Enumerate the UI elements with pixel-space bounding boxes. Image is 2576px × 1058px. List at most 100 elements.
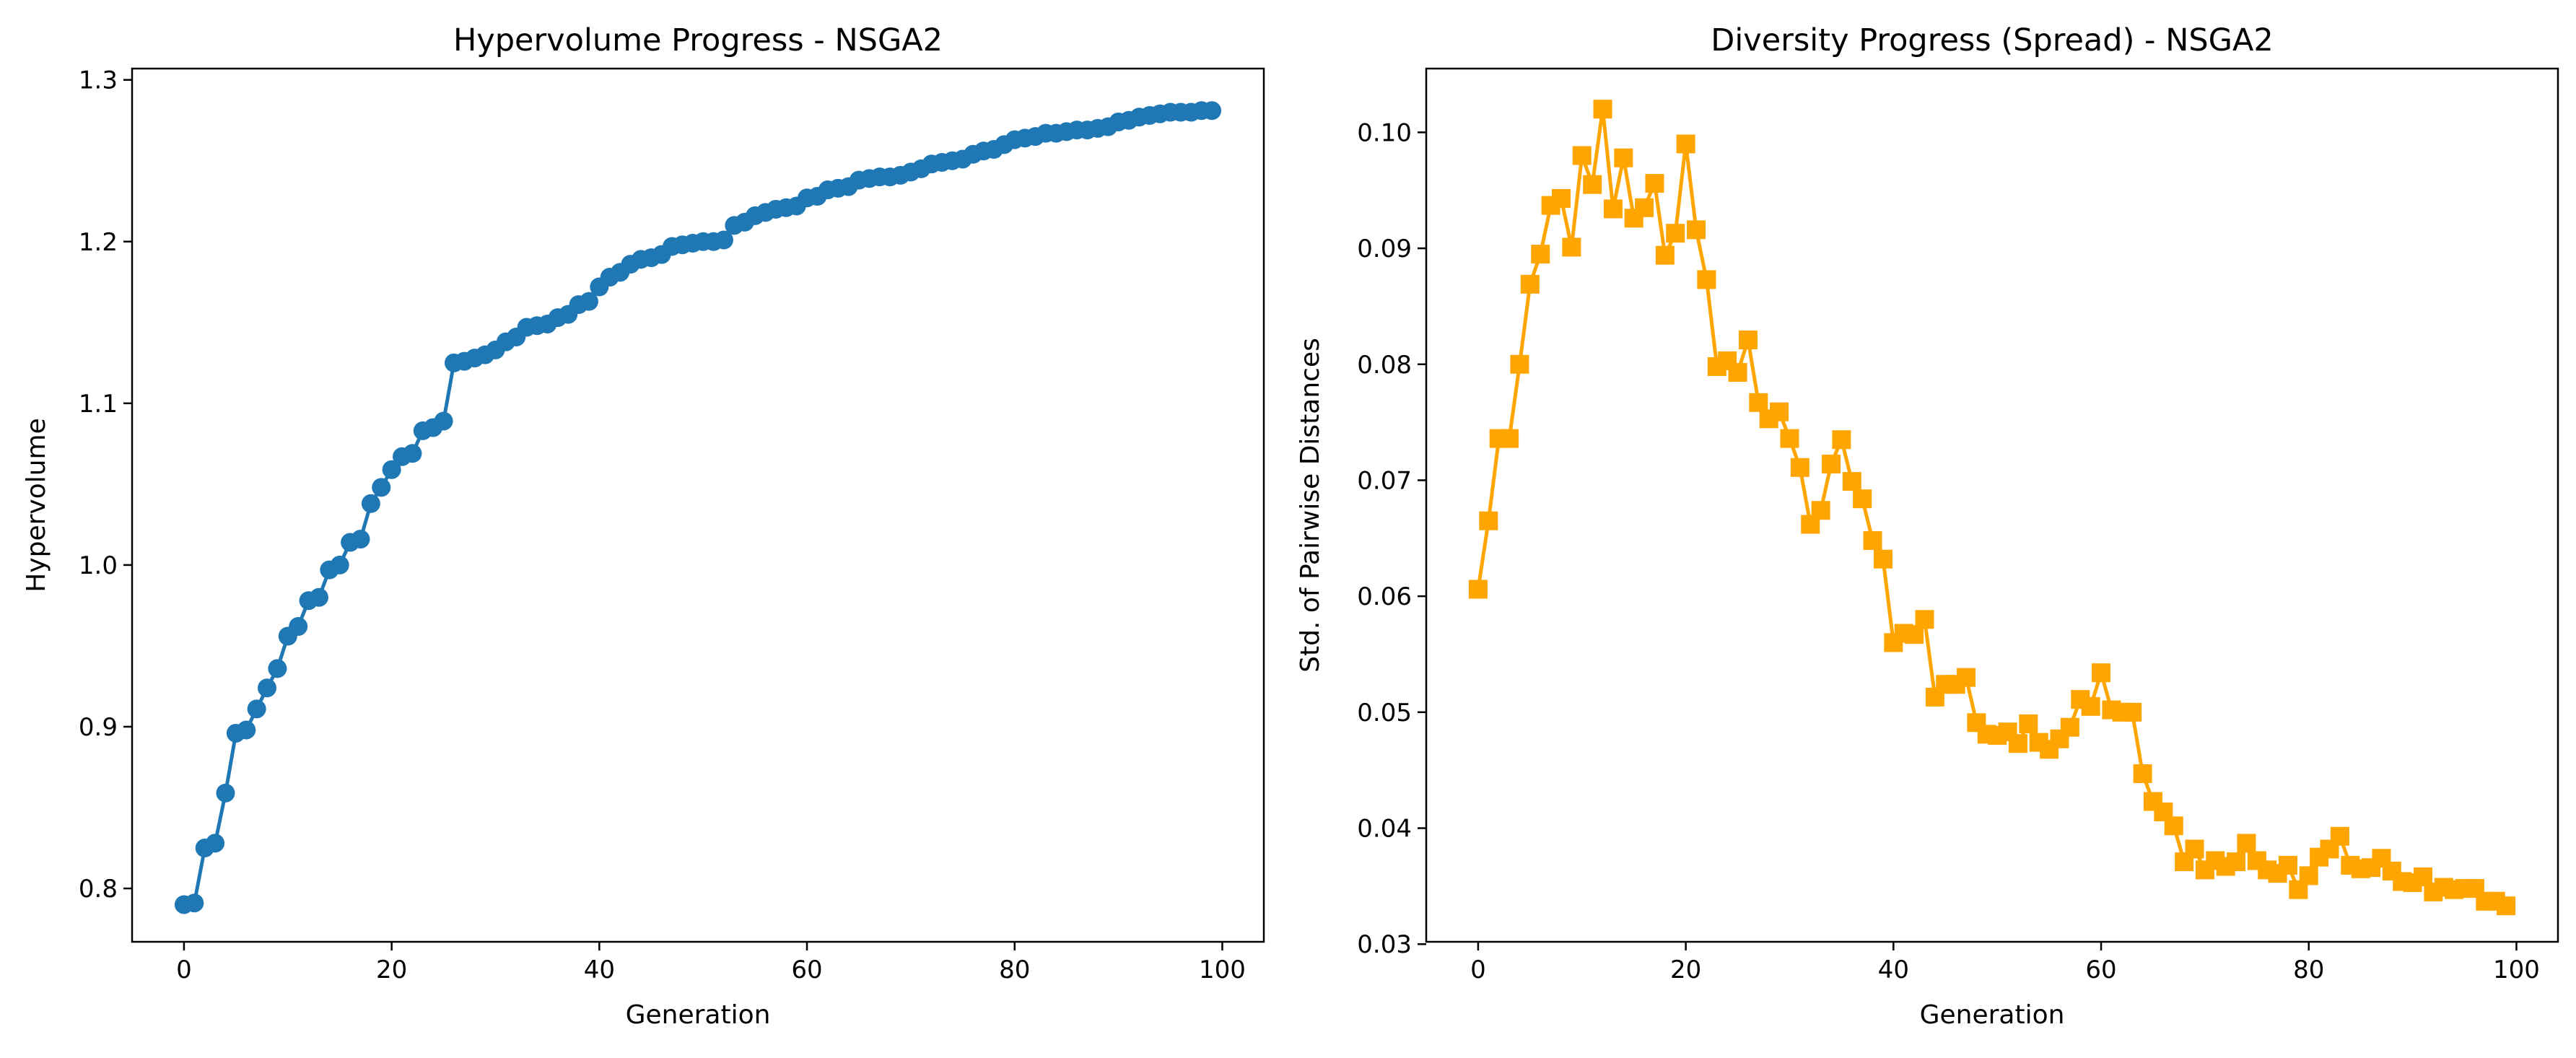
diversity-x-tick-label: 0 xyxy=(1470,956,1486,984)
hypervolume-y-tick-label: 0.8 xyxy=(79,875,118,904)
hypervolume-y-axis-label: Hypervolume xyxy=(22,418,51,593)
hypervolume-chart: Hypervolume Progress - NSGA2 0 20 40 60 80 100… xyxy=(22,22,1265,1030)
hypervolume-y-tick-label: 1.3 xyxy=(79,66,118,95)
diversity-data-point xyxy=(2060,717,2079,737)
diversity-chart-title: Diversity Progress (Spread) - NSGA2 xyxy=(1711,22,2274,58)
diversity-data-point xyxy=(1479,511,1498,530)
hypervolume-x-axis-label: Generation xyxy=(626,1000,771,1030)
diversity-data-point xyxy=(2237,834,2256,853)
diversity-data-point xyxy=(1531,245,1550,264)
diversity-data-point xyxy=(1738,331,1758,350)
diversity-data-point xyxy=(1510,354,1529,374)
hypervolume-data-point xyxy=(403,444,422,463)
hypervolume-data-point xyxy=(361,494,380,513)
hypervolume-x-tick-label: 0 xyxy=(176,956,192,984)
diversity-data-point xyxy=(1853,489,1872,509)
diversity-data-point xyxy=(2092,663,2111,683)
diversity-data-point xyxy=(1915,610,1934,629)
diversity-data-point xyxy=(1520,274,1540,294)
hypervolume-data-point xyxy=(330,555,349,574)
hypervolume-x-tick-label: 80 xyxy=(999,956,1030,984)
hypervolume-chart-title: Hypervolume Progress - NSGA2 xyxy=(453,22,943,58)
hypervolume-data-point xyxy=(714,230,733,250)
diversity-data-point xyxy=(1655,245,1675,265)
diversity-x-tick-label: 60 xyxy=(2085,956,2116,984)
diversity-y-tick-label: 0.10 xyxy=(1357,118,1412,147)
diversity-data-point xyxy=(1676,134,1695,154)
diversity-data-point xyxy=(1863,531,1882,551)
hypervolume-y-tick-label: 1.2 xyxy=(79,228,118,257)
hypervolume-data-point xyxy=(579,292,598,311)
diversity-x-tick-label: 100 xyxy=(2493,956,2540,984)
diversity-data-point xyxy=(1832,430,1851,450)
diversity-y-tick-label: 0.05 xyxy=(1357,699,1412,727)
diversity-data-point xyxy=(1728,363,1747,382)
diversity-data-point xyxy=(2227,852,2246,872)
hypervolume-plot-frame xyxy=(131,67,1265,943)
hypervolume-y-tick-label: 1.1 xyxy=(79,390,118,419)
diversity-data-point xyxy=(1635,198,1654,217)
hypervolume-x-tick-label: 60 xyxy=(791,956,822,984)
diversity-x-tick-label: 80 xyxy=(2293,956,2324,984)
hypervolume-y-tick-label: 1.0 xyxy=(79,551,118,580)
hypervolume-data-point xyxy=(247,699,266,719)
diversity-data-point xyxy=(1468,580,1488,599)
hypervolume-data-point xyxy=(351,530,370,549)
diversity-data-point xyxy=(2123,702,2142,722)
diversity-data-point xyxy=(1562,237,1581,257)
diversity-data-point xyxy=(1822,454,1841,473)
hypervolume-data-point xyxy=(289,617,308,637)
diversity-y-tick-label: 0.06 xyxy=(1357,582,1412,611)
hypervolume-data-point xyxy=(258,678,277,698)
diversity-y-axis-label: Std. of Pairwise Distances xyxy=(1296,338,1325,673)
hypervolume-data-point xyxy=(206,834,225,853)
hypervolume-data-point xyxy=(309,587,328,607)
diversity-data-point xyxy=(1614,148,1633,167)
diversity-data-point xyxy=(1790,458,1809,477)
hypervolume-x-tick-label: 20 xyxy=(376,956,407,984)
hypervolume-data-point xyxy=(268,659,287,678)
diversity-data-point xyxy=(1687,220,1706,240)
diversity-data-point xyxy=(1500,429,1519,448)
diversity-data-point xyxy=(1572,146,1592,165)
hypervolume-x-tick-label: 40 xyxy=(584,956,615,984)
hypervolume-data-point xyxy=(372,478,391,497)
diversity-x-axis-label: Generation xyxy=(1920,1000,2065,1030)
diversity-data-point xyxy=(1603,199,1623,219)
diversity-plot-frame xyxy=(1425,67,2559,943)
diversity-y-tick-label: 0.03 xyxy=(1357,930,1412,959)
diversity-chart: Diversity Progress (Spread) - NSGA2 0 20 40… xyxy=(1296,22,2559,1030)
diversity-data-point xyxy=(2164,816,2183,836)
diversity-y-tick-label: 0.09 xyxy=(1357,235,1412,263)
hypervolume-data-point xyxy=(1202,101,1222,121)
hypervolume-data-point xyxy=(216,783,235,803)
diversity-data-point xyxy=(1957,668,1976,687)
diversity-data-point xyxy=(1873,549,1892,569)
diversity-data-point xyxy=(2299,866,2318,886)
diversity-data-point xyxy=(1593,100,1612,119)
diversity-data-point xyxy=(2278,855,2297,875)
diversity-data-point xyxy=(2019,714,2038,733)
diversity-data-point xyxy=(1697,270,1716,289)
diversity-data-point xyxy=(2081,696,2100,716)
diversity-y-tick-label: 0.07 xyxy=(1357,466,1412,495)
diversity-data-point xyxy=(1552,188,1571,208)
diversity-x-tick-label: 20 xyxy=(1670,956,1701,984)
diversity-data-point xyxy=(1749,393,1768,412)
hypervolume-x-tick-label: 100 xyxy=(1199,956,1246,984)
hypervolume-data-point xyxy=(185,893,204,913)
diversity-data-point xyxy=(1583,175,1602,194)
diversity-data-point xyxy=(1645,174,1664,193)
diversity-data-point xyxy=(2008,734,2027,753)
diversity-y-tick-label: 0.04 xyxy=(1357,815,1412,844)
hypervolume-data-point xyxy=(382,460,401,479)
diversity-data-point xyxy=(2497,896,2516,916)
hypervolume-y-tick-label: 0.9 xyxy=(79,713,118,742)
diversity-data-point xyxy=(2185,839,2204,859)
hypervolume-data-point xyxy=(434,411,453,431)
diversity-y-tick-label: 0.08 xyxy=(1357,351,1412,380)
diversity-data-point xyxy=(1780,429,1799,448)
diversity-data-point xyxy=(2330,826,2349,846)
diversity-x-tick-label: 40 xyxy=(1878,956,1909,984)
